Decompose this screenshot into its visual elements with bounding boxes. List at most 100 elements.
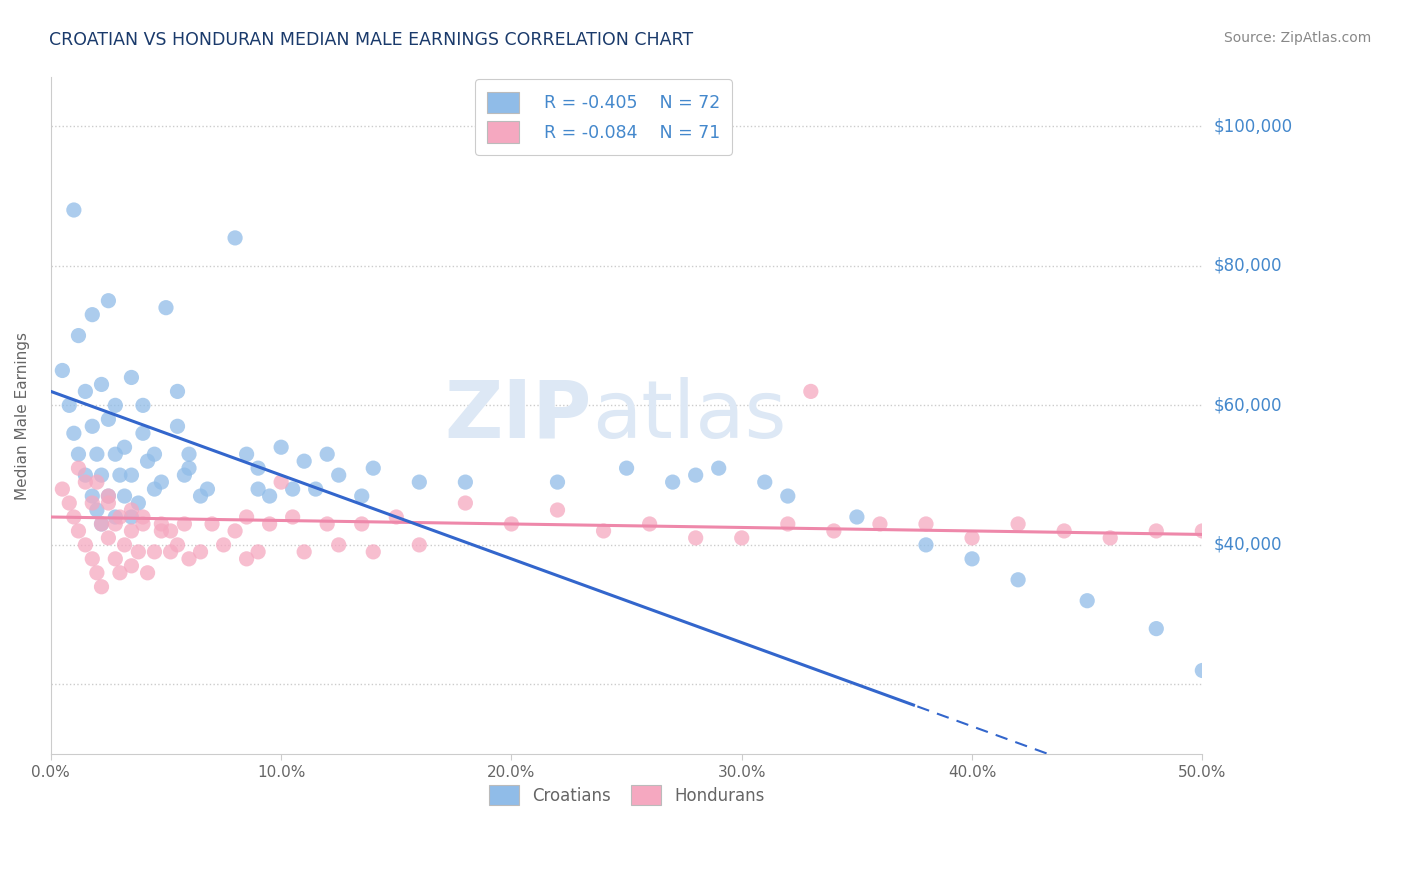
- Point: [328, 538, 350, 552]
- Point: [235, 447, 257, 461]
- Point: [97, 489, 120, 503]
- Point: [592, 524, 614, 538]
- Point: [638, 516, 661, 531]
- Point: [150, 524, 173, 538]
- Point: [247, 545, 270, 559]
- Point: [247, 461, 270, 475]
- Point: [454, 496, 477, 510]
- Point: [350, 516, 373, 531]
- Point: [1099, 531, 1122, 545]
- Point: [823, 524, 845, 538]
- Point: [58, 398, 80, 412]
- Point: [281, 482, 304, 496]
- Point: [1144, 524, 1167, 538]
- Point: [104, 447, 127, 461]
- Text: $40,000: $40,000: [1213, 536, 1282, 554]
- Point: [90, 516, 112, 531]
- Point: [1007, 516, 1029, 531]
- Point: [90, 468, 112, 483]
- Point: [104, 398, 127, 412]
- Point: [316, 516, 339, 531]
- Point: [67, 524, 90, 538]
- Point: [190, 489, 212, 503]
- Point: [143, 447, 166, 461]
- Point: [67, 328, 90, 343]
- Point: [270, 475, 292, 489]
- Point: [58, 496, 80, 510]
- Point: [281, 510, 304, 524]
- Point: [454, 475, 477, 489]
- Point: [82, 496, 104, 510]
- Point: [104, 516, 127, 531]
- Y-axis label: Median Male Earnings: Median Male Earnings: [15, 332, 30, 500]
- Point: [104, 510, 127, 524]
- Point: [86, 566, 108, 580]
- Point: [259, 516, 281, 531]
- Point: [960, 552, 983, 566]
- Text: ZIP: ZIP: [444, 376, 592, 455]
- Point: [120, 503, 142, 517]
- Text: atlas: atlas: [592, 376, 786, 455]
- Point: [82, 552, 104, 566]
- Point: [361, 461, 384, 475]
- Point: [97, 496, 120, 510]
- Point: [707, 461, 730, 475]
- Point: [915, 516, 938, 531]
- Point: [120, 558, 142, 573]
- Point: [120, 370, 142, 384]
- Point: [776, 516, 799, 531]
- Point: [1076, 593, 1098, 607]
- Point: [82, 419, 104, 434]
- Point: [201, 516, 224, 531]
- Point: [1144, 622, 1167, 636]
- Point: [114, 489, 136, 503]
- Point: [51, 482, 73, 496]
- Point: [127, 545, 149, 559]
- Point: [328, 468, 350, 483]
- Point: [166, 538, 188, 552]
- Point: [224, 524, 246, 538]
- Point: [547, 503, 569, 517]
- Point: [150, 475, 173, 489]
- Point: [143, 482, 166, 496]
- Point: [97, 293, 120, 308]
- Point: [1191, 524, 1213, 538]
- Point: [63, 510, 86, 524]
- Point: [197, 482, 219, 496]
- Point: [97, 489, 120, 503]
- Point: [408, 538, 430, 552]
- Point: [132, 426, 155, 441]
- Point: [114, 538, 136, 552]
- Point: [120, 468, 142, 483]
- Point: [166, 419, 188, 434]
- Point: [776, 489, 799, 503]
- Point: [292, 545, 315, 559]
- Point: [845, 510, 868, 524]
- Point: [915, 538, 938, 552]
- Point: [82, 308, 104, 322]
- Point: [132, 516, 155, 531]
- Point: [86, 475, 108, 489]
- Point: [661, 475, 683, 489]
- Point: [97, 412, 120, 426]
- Point: [67, 447, 90, 461]
- Point: [1053, 524, 1076, 538]
- Point: [97, 531, 120, 545]
- Point: [63, 426, 86, 441]
- Point: [75, 475, 97, 489]
- Point: [136, 566, 159, 580]
- Point: [136, 454, 159, 468]
- Point: [108, 510, 131, 524]
- Point: [235, 552, 257, 566]
- Point: [150, 516, 173, 531]
- Point: [90, 516, 112, 531]
- Point: [501, 516, 523, 531]
- Point: [86, 447, 108, 461]
- Text: CROATIAN VS HONDURAN MEDIAN MALE EARNINGS CORRELATION CHART: CROATIAN VS HONDURAN MEDIAN MALE EARNING…: [49, 31, 693, 49]
- Point: [108, 566, 131, 580]
- Text: $80,000: $80,000: [1213, 257, 1282, 275]
- Point: [408, 475, 430, 489]
- Point: [108, 468, 131, 483]
- Point: [361, 545, 384, 559]
- Point: [224, 231, 246, 245]
